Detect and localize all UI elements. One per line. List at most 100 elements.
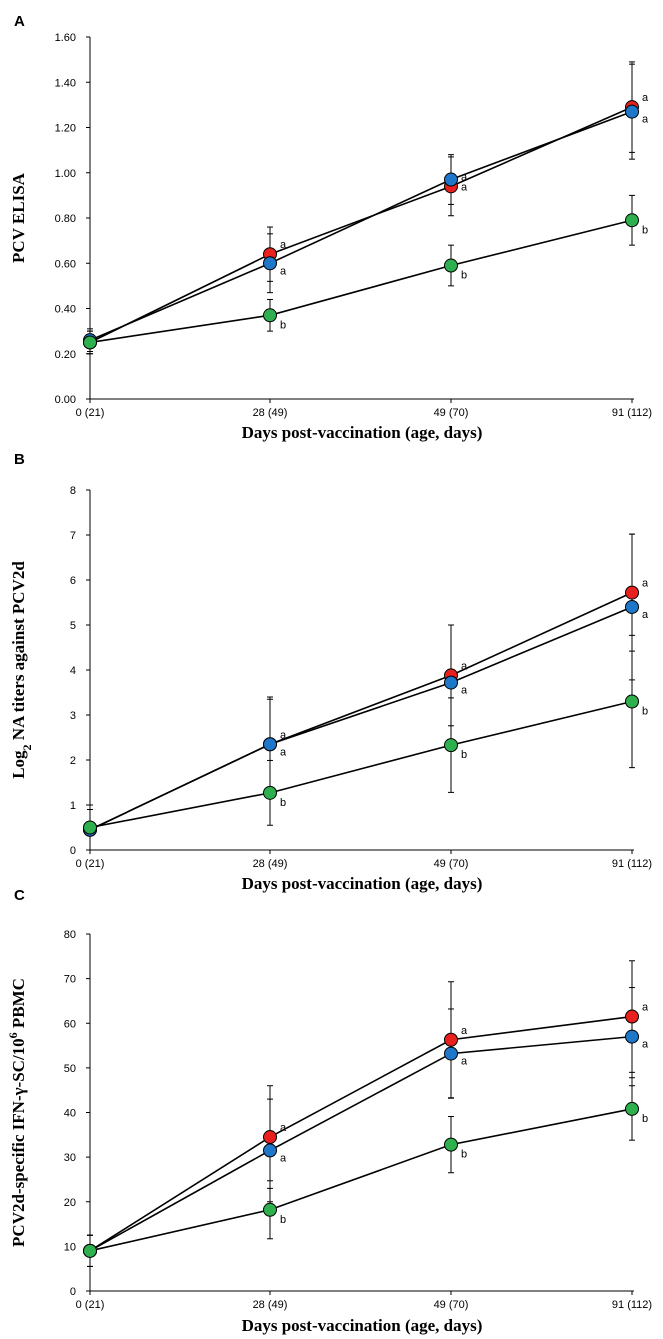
y-tick-label: 40 xyxy=(64,1108,76,1120)
y-tick-label: 0.00 xyxy=(55,394,76,406)
significance-label: a xyxy=(461,685,468,697)
y-axis-title-subscript: 2 xyxy=(20,744,34,750)
y-tick-label: 4 xyxy=(70,665,76,677)
significance-label: a xyxy=(280,746,287,758)
y-axis-title-tail: NA titers against PCV2d xyxy=(9,561,28,745)
y-axis-title: PCV ELISA xyxy=(9,172,28,263)
series-line-blue xyxy=(89,606,633,831)
x-tick-label: 28 (49) xyxy=(253,858,288,870)
x-axis-title: Days post-vaccination (age, days) xyxy=(242,874,483,893)
y-axis-title-main: Log xyxy=(9,750,28,779)
x-tick-label: 0 (21) xyxy=(76,858,105,870)
data-point-green xyxy=(263,1202,277,1217)
chart-panel-a: A 0.00 0.20 0.40 0.60 0.80 1.00 1.20 1.40 1.60 0 (… xyxy=(9,13,652,442)
data-point-green xyxy=(263,308,277,323)
series-line-green xyxy=(89,219,633,344)
y-tick-label: 0 xyxy=(70,1286,76,1298)
x-tick-label: 91 (112) xyxy=(612,407,652,419)
significance-label: a xyxy=(280,729,287,741)
y-axis-title-main: PCV2d-specific IFN-γ-SC/10 xyxy=(9,1038,28,1247)
data-point-blue xyxy=(444,1046,458,1061)
series-line-red xyxy=(89,591,633,831)
y-tick-label: 20 xyxy=(64,1197,76,1209)
data-point-green xyxy=(263,785,277,800)
significance-label: a xyxy=(642,578,649,590)
significance-label: a xyxy=(461,1025,468,1037)
data-point-blue xyxy=(444,675,458,690)
x-tick-label: 28 (49) xyxy=(253,407,288,419)
series-line-red xyxy=(89,1015,633,1252)
x-tick-label: 0 (21) xyxy=(76,1299,105,1311)
y-axis-title-main: PCV ELISA xyxy=(9,172,28,263)
significance-label: a xyxy=(642,114,649,126)
data-point-green xyxy=(625,1101,639,1116)
significance-label: a xyxy=(280,265,287,277)
data-point-green xyxy=(444,738,458,753)
significance-label: b xyxy=(642,706,648,718)
y-tick-label: 10 xyxy=(64,1241,76,1253)
significance-label: a xyxy=(280,239,287,251)
data-point-green xyxy=(83,335,97,350)
significance-label: a xyxy=(642,92,649,104)
significance-label: a xyxy=(461,660,468,672)
x-tick-label: 49 (70) xyxy=(434,407,469,419)
y-tick-label: 70 xyxy=(64,974,76,986)
x-tick-label: 91 (112) xyxy=(612,858,652,870)
significance-label: a xyxy=(642,1002,649,1014)
significance-label: b xyxy=(642,224,648,236)
data-point-blue xyxy=(263,737,277,752)
x-tick-label: 49 (70) xyxy=(434,1299,469,1311)
significance-label: a xyxy=(461,171,468,183)
data-point-red xyxy=(444,1032,458,1047)
panel-letter: C xyxy=(14,887,25,904)
significance-label: b xyxy=(642,1113,648,1125)
data-point-green xyxy=(625,213,639,228)
y-tick-label: 0.60 xyxy=(55,258,76,270)
y-tick-label: 60 xyxy=(64,1018,76,1030)
y-tick-label: 30 xyxy=(64,1152,76,1164)
data-point-blue xyxy=(263,256,277,271)
y-tick-label: 5 xyxy=(70,620,76,632)
data-point-red xyxy=(625,1009,639,1024)
chart-panel-c: C 0 10 20 30 40 50 60 70 80 0 (21) 28 (49) 49 (70) 91… xyxy=(6,887,652,1335)
y-tick-label: 50 xyxy=(64,1063,76,1075)
x-tick-label: 49 (70) xyxy=(434,858,469,870)
y-tick-label: 1.40 xyxy=(55,77,76,89)
y-tick-label: 0 xyxy=(70,845,76,857)
significance-label: b xyxy=(280,797,286,809)
significance-label: b xyxy=(461,270,467,282)
data-point-blue xyxy=(625,600,639,614)
x-tick-label: 91 (112) xyxy=(612,1299,652,1311)
y-tick-label: 80 xyxy=(64,929,76,941)
data-point-green xyxy=(625,694,639,709)
y-tick-label: 0.20 xyxy=(55,349,76,361)
data-point-red xyxy=(625,585,639,600)
series-line-blue xyxy=(89,1035,633,1252)
panel-letter: B xyxy=(14,451,25,468)
data-point-blue xyxy=(625,104,639,119)
data-point-blue xyxy=(444,172,458,187)
significance-label: b xyxy=(280,1214,286,1226)
y-tick-label: 3 xyxy=(70,710,76,722)
y-tick-label: 7 xyxy=(70,530,76,542)
data-point-blue xyxy=(625,1029,639,1044)
y-tick-label: 6 xyxy=(70,575,76,587)
chart-panel-b: B 0 1 2 3 4 5 6 7 8 0 (21) 28 (49) 49 (70) 91 (112) Da… xyxy=(9,451,652,893)
significance-label: b xyxy=(461,1149,467,1161)
data-point-green xyxy=(444,258,458,273)
y-tick-label: 8 xyxy=(70,485,76,497)
data-point-red xyxy=(263,1130,277,1145)
significance-label: a xyxy=(642,1039,649,1051)
data-point-green xyxy=(83,1243,97,1258)
data-point-green xyxy=(83,820,97,835)
x-axis-title: Days post-vaccination (age, days) xyxy=(242,1316,483,1335)
data-point-green xyxy=(444,1137,458,1152)
y-tick-label: 1.20 xyxy=(55,123,76,135)
series-line-green xyxy=(89,700,633,829)
y-axis-title-superscript: 6 xyxy=(6,1032,20,1038)
series-line-green xyxy=(89,1108,633,1252)
y-tick-label: 0.80 xyxy=(55,213,76,225)
y-tick-label: 1.00 xyxy=(55,168,76,180)
series-line-red xyxy=(89,106,633,344)
